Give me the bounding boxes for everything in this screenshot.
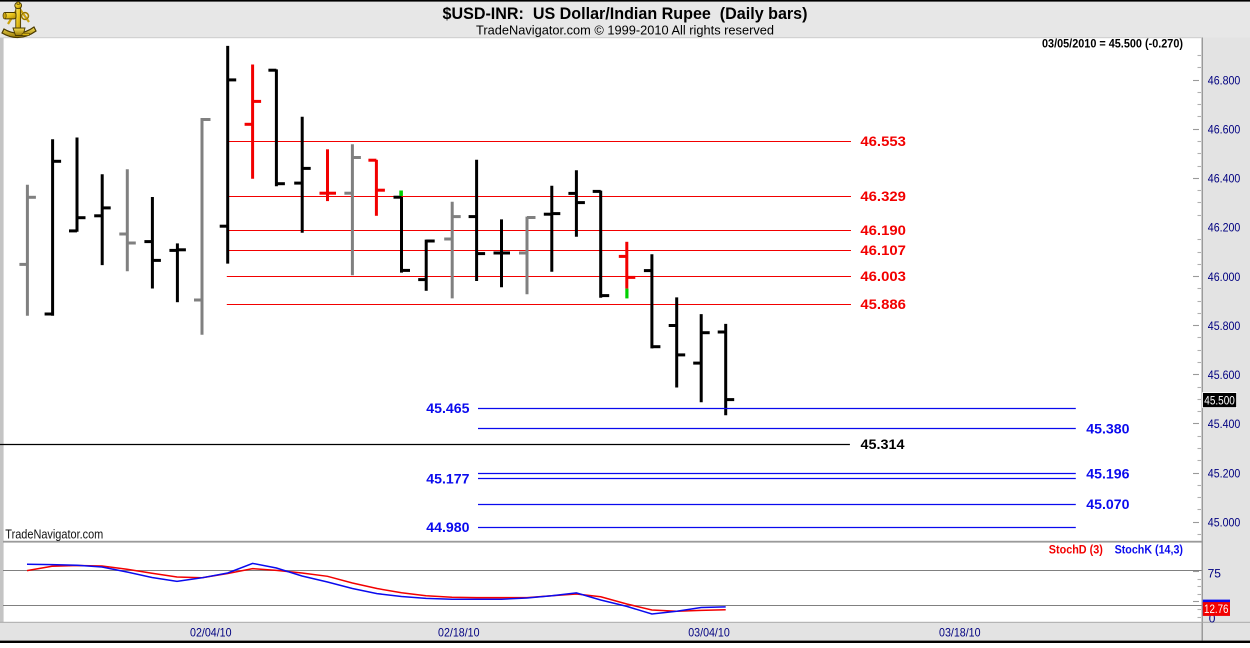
svg-text:12.76: 12.76 bbox=[1204, 602, 1229, 616]
svg-text:46.190: 46.190 bbox=[860, 222, 906, 238]
svg-text:46.553: 46.553 bbox=[860, 133, 906, 149]
svg-text:75: 75 bbox=[1208, 566, 1222, 580]
svg-text:45.177: 45.177 bbox=[426, 470, 469, 486]
svg-text:44.980: 44.980 bbox=[426, 519, 469, 535]
svg-text:45.800: 45.800 bbox=[1208, 319, 1241, 333]
svg-text:46.400: 46.400 bbox=[1208, 172, 1241, 186]
svg-text:45.196: 45.196 bbox=[1086, 465, 1129, 481]
svg-text:46.200: 46.200 bbox=[1208, 221, 1241, 235]
svg-text:46.000: 46.000 bbox=[1208, 270, 1241, 284]
svg-text:0: 0 bbox=[1209, 612, 1216, 626]
svg-text:45.314: 45.314 bbox=[861, 436, 905, 452]
svg-text:02/04/10: 02/04/10 bbox=[190, 625, 232, 639]
svg-text:45.380: 45.380 bbox=[1086, 420, 1129, 436]
svg-text:StochK (14,3): StochK (14,3) bbox=[1115, 545, 1184, 557]
svg-text:02/18/10: 02/18/10 bbox=[438, 625, 480, 639]
svg-text:StochD (3): StochD (3) bbox=[1049, 545, 1103, 557]
svg-text:45.200: 45.200 bbox=[1208, 466, 1241, 480]
svg-text:46.600: 46.600 bbox=[1208, 122, 1241, 136]
svg-text:45.400: 45.400 bbox=[1208, 417, 1241, 431]
svg-text:45.886: 45.886 bbox=[860, 296, 906, 312]
svg-text:45.500: 45.500 bbox=[1204, 393, 1235, 407]
svg-text:45.600: 45.600 bbox=[1208, 368, 1241, 382]
svg-text:46.107: 46.107 bbox=[860, 242, 906, 258]
svg-text:03/04/10: 03/04/10 bbox=[688, 625, 730, 639]
svg-text:45.070: 45.070 bbox=[1086, 496, 1129, 512]
svg-text:46.329: 46.329 bbox=[860, 188, 906, 204]
svg-text:03/18/10: 03/18/10 bbox=[939, 625, 981, 639]
svg-text:TradeNavigator.com © 1999-2010: TradeNavigator.com © 1999-2010 All right… bbox=[476, 23, 774, 38]
svg-text:$USD-INR: US Dollar/Indian Ru: $USD-INR: US Dollar/Indian Rupee (Daily … bbox=[443, 4, 808, 23]
svg-text:45.000: 45.000 bbox=[1208, 515, 1241, 529]
svg-text:TradeNavigator.com: TradeNavigator.com bbox=[5, 527, 103, 541]
svg-text:45.465: 45.465 bbox=[426, 400, 469, 416]
svg-text:46.800: 46.800 bbox=[1208, 73, 1241, 87]
svg-text:46.003: 46.003 bbox=[860, 268, 906, 284]
svg-text:03/05/2010 = 45.500 (-0.270): 03/05/2010 = 45.500 (-0.270) bbox=[1042, 37, 1183, 51]
